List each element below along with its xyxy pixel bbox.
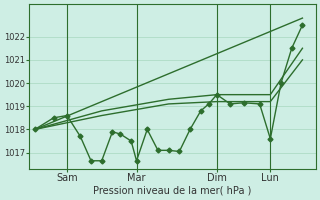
X-axis label: Pression niveau de la mer( hPa ): Pression niveau de la mer( hPa )	[93, 186, 252, 196]
